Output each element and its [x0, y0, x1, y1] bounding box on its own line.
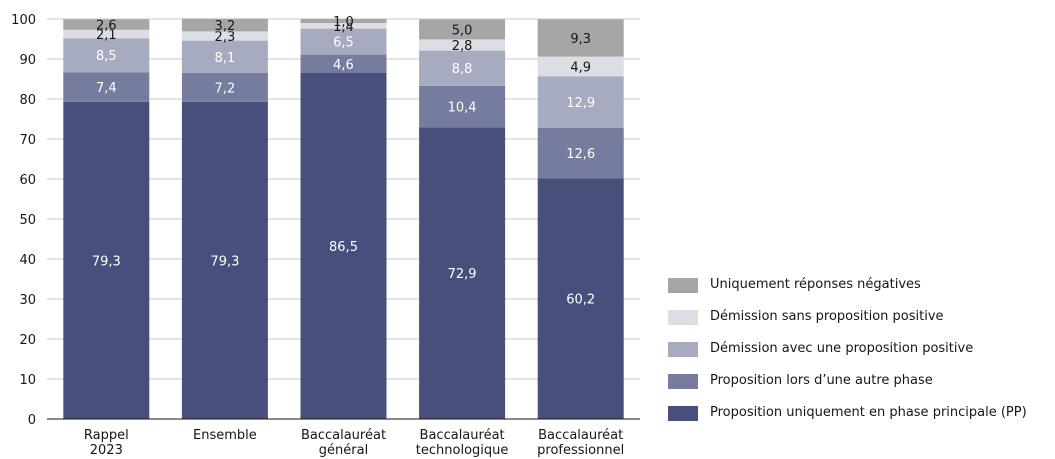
data-label: 72,9 — [448, 267, 477, 282]
legend-swatch — [668, 406, 698, 421]
y-tick-label: 100 — [11, 13, 36, 28]
data-label: 2,8 — [452, 39, 473, 54]
data-label: 3,2 — [215, 19, 236, 34]
data-label: 79,3 — [92, 254, 121, 269]
legend-swatch — [668, 342, 698, 357]
x-tick-label: Baccalauréat — [538, 428, 623, 443]
y-tick-label: 40 — [19, 253, 36, 268]
data-label: 86,5 — [329, 240, 358, 255]
data-label: 5,0 — [452, 23, 473, 38]
legend-label: Proposition uniquement en phase principa… — [710, 404, 1027, 422]
x-tick-label: général — [319, 443, 368, 458]
x-tick-label: professionnel — [537, 443, 624, 458]
legend-swatch — [668, 278, 698, 293]
data-label: 79,3 — [210, 254, 239, 269]
y-tick-label: 0 — [28, 413, 36, 428]
data-label: 2,6 — [96, 19, 117, 34]
data-label: 4,9 — [570, 60, 591, 75]
data-label: 7,4 — [96, 81, 117, 96]
y-tick-label: 30 — [19, 293, 36, 308]
x-tick-label: 2023 — [90, 443, 123, 458]
y-tick-label: 60 — [19, 173, 36, 188]
y-tick-label: 90 — [19, 53, 36, 68]
x-tick-label: Baccalauréat — [301, 428, 386, 443]
x-tick-label: Rappel — [84, 428, 129, 443]
data-label: 12,6 — [566, 147, 595, 162]
data-label: 12,9 — [566, 96, 595, 111]
data-label: 8,8 — [452, 62, 473, 77]
data-label: 8,5 — [96, 49, 117, 64]
y-tick-label: 10 — [19, 373, 36, 388]
legend-label: Uniquement réponses négatives — [710, 276, 921, 294]
y-tick-label: 80 — [19, 93, 36, 108]
y-tick-label: 50 — [19, 213, 36, 228]
x-tick-label: technologique — [416, 443, 509, 458]
data-label: 7,2 — [215, 81, 236, 96]
legend-swatch — [668, 310, 698, 325]
data-label: 1,0 — [333, 15, 354, 30]
data-label: 9,3 — [570, 32, 591, 47]
legend-swatch — [668, 374, 698, 389]
x-tick-label: Ensemble — [193, 428, 257, 443]
data-label: 6,5 — [333, 36, 354, 51]
data-label: 60,2 — [566, 293, 595, 308]
data-label: 10,4 — [448, 101, 477, 116]
y-tick-label: 20 — [19, 333, 36, 348]
x-tick-label: Baccalauréat — [420, 428, 505, 443]
legend-label: Démission sans proposition positive — [710, 308, 944, 326]
y-tick-label: 70 — [19, 133, 36, 148]
data-label: 8,1 — [215, 51, 236, 66]
legend-label: Démission avec une proposition positive — [710, 340, 973, 358]
data-label: 4,6 — [333, 58, 354, 73]
legend-label: Proposition lors d’une autre phase — [710, 372, 933, 390]
